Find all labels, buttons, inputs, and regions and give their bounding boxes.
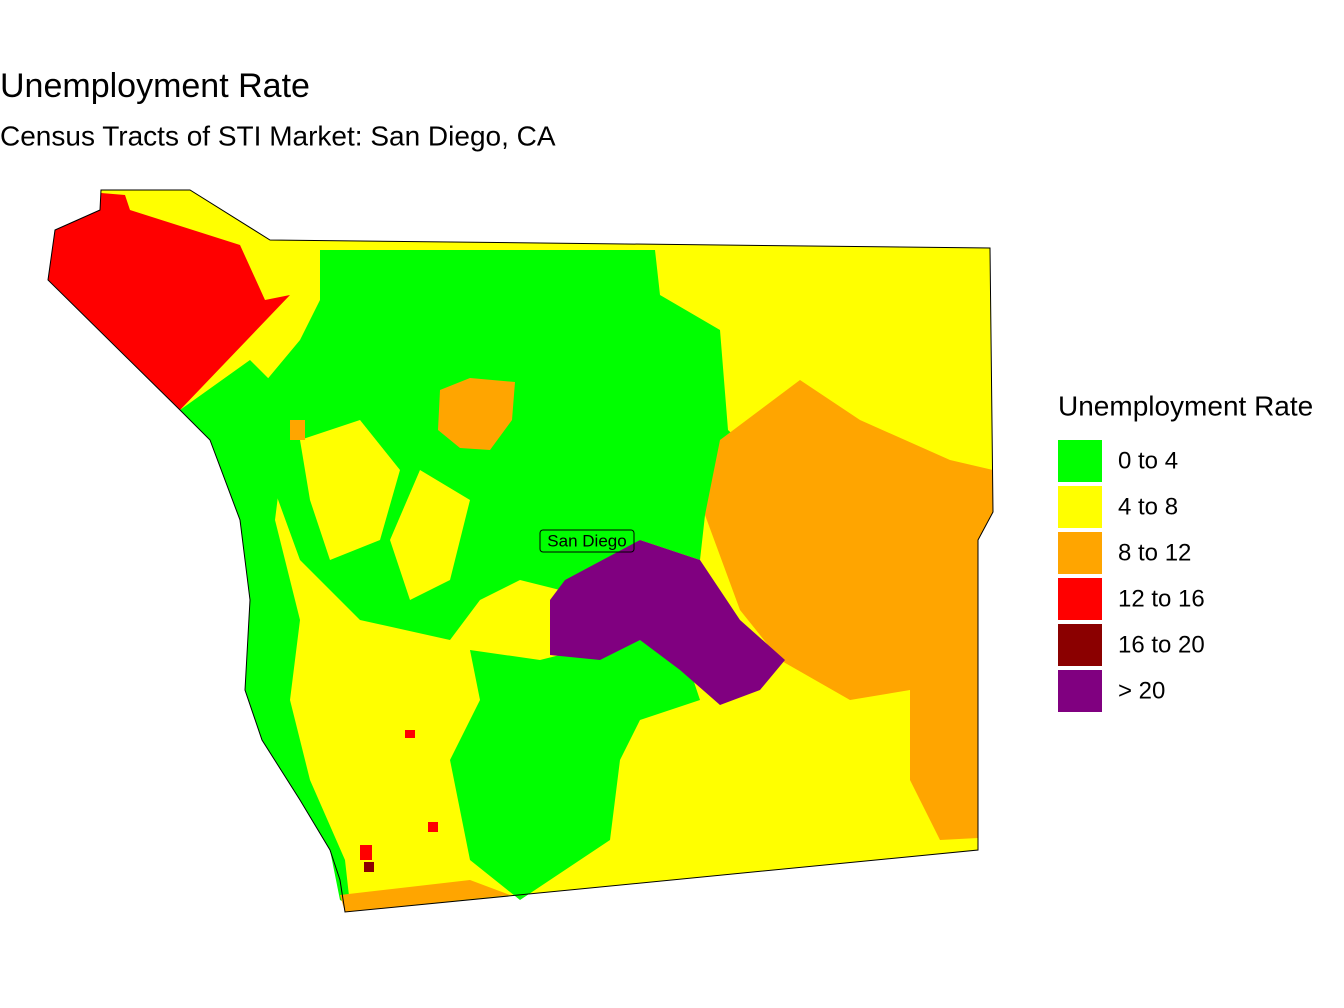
region-tract-a [360,845,372,860]
legend: 0 to 4 4 to 8 8 to 12 12 to 16 16 to 20 > 20 [1058,440,1205,712]
legend-label: 0 to 4 [1118,447,1178,474]
region-south [450,640,700,900]
legend-swatch [1058,670,1102,712]
region-tract-d [290,420,305,440]
region-tract-e [405,730,415,738]
region-east [705,380,993,840]
region-tract-b [364,862,374,872]
map-regions [47,189,994,913]
legend-label: > 20 [1118,677,1165,704]
region-mid-mix [390,470,470,600]
legend-label: 12 to 16 [1118,585,1205,612]
legend-label: 16 to 20 [1118,631,1205,658]
region-inland-mix [300,420,400,560]
legend-title: Unemployment Rate [1058,390,1313,421]
region-northwest [48,193,290,410]
legend-label: 4 to 8 [1118,493,1178,520]
label-box [539,529,635,553]
region-central [250,250,760,640]
county-outline [47,189,994,913]
legend-swatch [1058,624,1102,666]
map-label: San Diego [547,531,626,550]
title: Unemployment Rate [0,67,310,105]
legend-swatch [1058,578,1102,620]
region-tract-c [428,822,438,832]
region-blob [438,378,515,450]
legend-label: 8 to 12 [1118,539,1191,566]
region-border-strip [340,880,510,912]
legend-swatch [1058,440,1102,482]
region-purple [550,540,785,705]
region-coast [180,360,350,905]
legend-swatch [1058,486,1102,528]
subtitle: Census Tracts of STI Market: San Diego, … [0,120,556,151]
legend-swatch [1058,532,1102,574]
